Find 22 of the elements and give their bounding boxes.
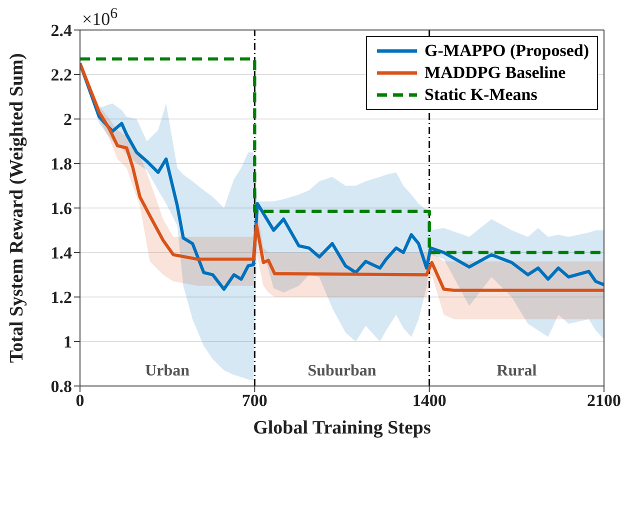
legend-label: MADDPG Baseline (424, 62, 566, 84)
y-axis-title: Total System Reward (Weighted Sum) (6, 53, 28, 363)
y-tick-label: 2.4 (50, 21, 72, 40)
y-tick-label: 1.8 (50, 154, 72, 174)
annotation: Urban (145, 362, 190, 380)
y-tick-label: 0.8 (50, 377, 72, 396)
x-tick-label: 0 (76, 391, 84, 410)
annotation: Rural (496, 362, 538, 380)
y-tick-label: 1.2 (50, 288, 72, 308)
x-tick-label: 2100 (587, 391, 621, 410)
y-tick-label: 1 (64, 332, 72, 352)
annotation: Suburban (308, 362, 376, 380)
y-tick-label: 2.2 (50, 66, 72, 85)
legend-label: G-MAPPO (Proposed) (424, 40, 589, 62)
x-tick-label: 1400 (412, 391, 446, 410)
legend-label: Static K-Means (424, 84, 538, 106)
text: ×10$^{6}$ (82, 6, 118, 30)
x-tick-label: 700 (242, 391, 268, 410)
y-tick-label: 1.4 (50, 244, 72, 263)
y-tick-label: 2 (64, 110, 72, 130)
y-tick-label: 1.6 (50, 199, 72, 218)
x-axis-title: Global Training Steps (253, 417, 431, 438)
